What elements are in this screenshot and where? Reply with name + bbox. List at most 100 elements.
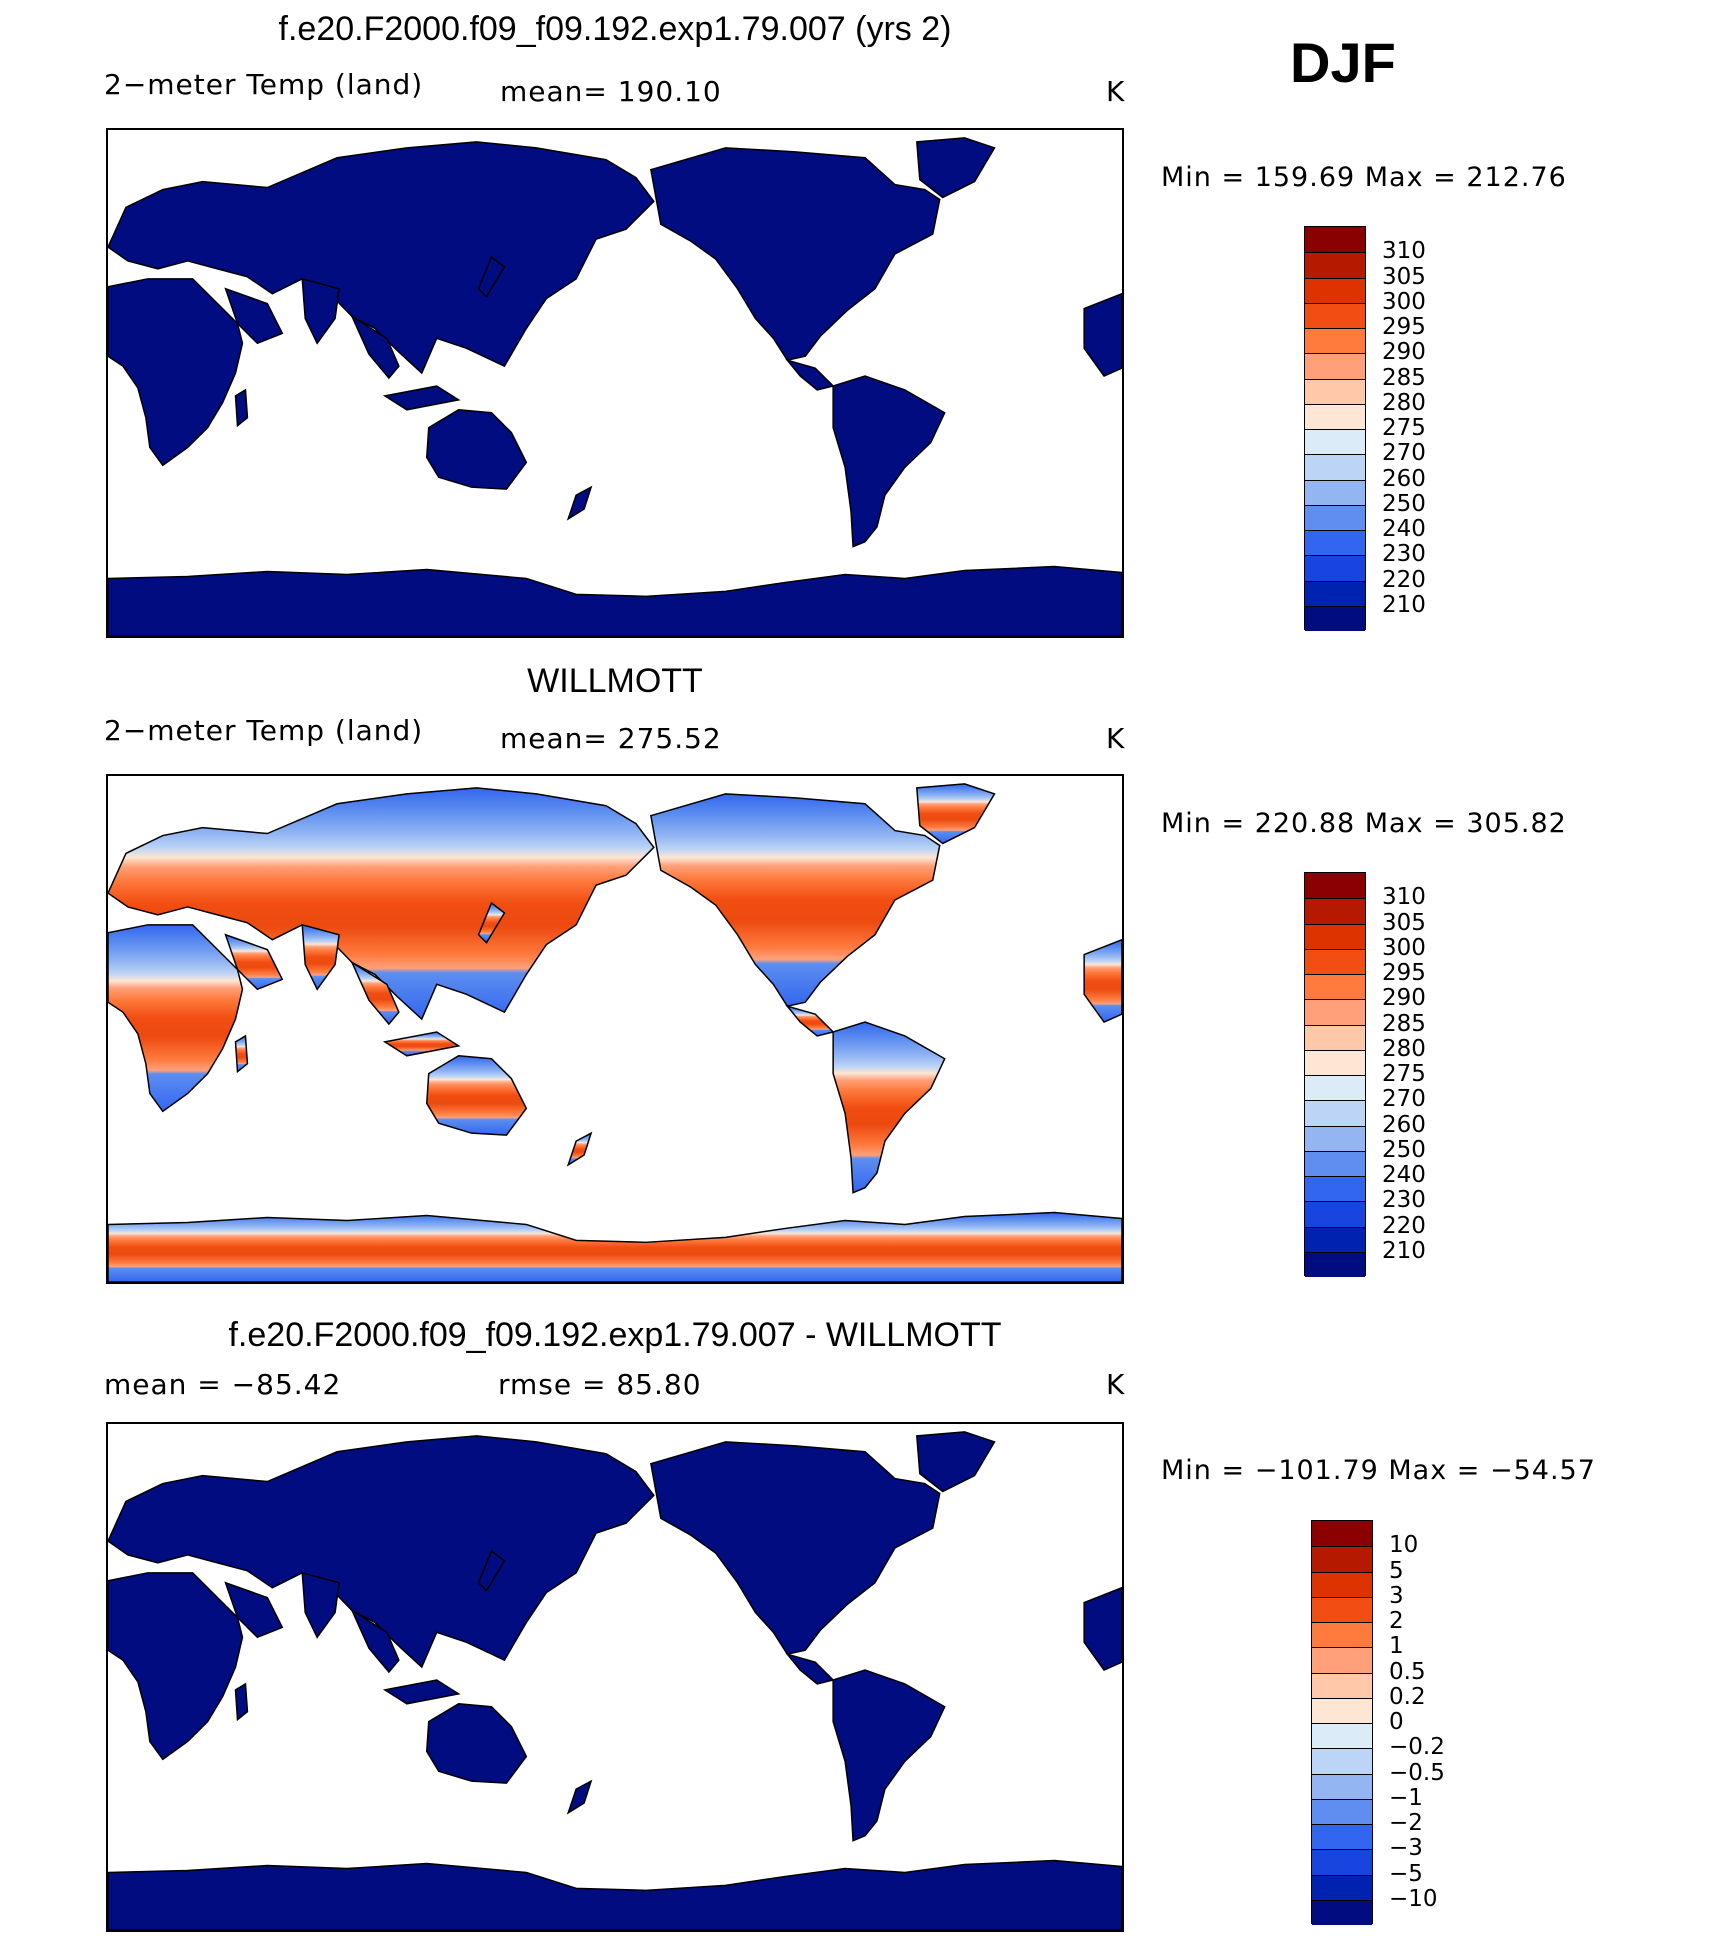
colorbar-segment: [1312, 1849, 1372, 1875]
colorbar-segment: [1305, 898, 1365, 924]
colorbar-box: [1311, 1520, 1373, 1925]
colorbar-label: 0.5: [1389, 1658, 1426, 1685]
colorbar-box: [1304, 872, 1366, 1277]
colorbar-label: −3: [1389, 1835, 1423, 1862]
colorbar-label: 275: [1382, 1061, 1426, 1087]
landmass-central-america: [785, 358, 835, 391]
panel-1-map: [106, 128, 1124, 638]
colorbar-segment: [1312, 1521, 1372, 1547]
landmass-africa: [108, 278, 244, 467]
landmass-greenland: [916, 783, 996, 845]
colorbar-segment: [1305, 948, 1365, 974]
colorbar-segment: [1312, 1697, 1372, 1723]
colorbar-segment: [1305, 302, 1365, 328]
colorbar-label: 310: [1382, 884, 1426, 911]
panel-2-map-svg: [108, 783, 1122, 1282]
colorbar-label: 310: [1382, 238, 1426, 265]
colorbar-segment: [1305, 429, 1365, 455]
landmass-europe-asia: [108, 1435, 655, 1669]
colorbar-segment: [1312, 1596, 1372, 1622]
landmass-se-asia: [350, 1608, 400, 1674]
colorbar-segment: [1312, 1546, 1372, 1572]
colorbar-label: 280: [1382, 1035, 1426, 1062]
colorbar-segment: [1305, 999, 1365, 1025]
panel-3-minmax: Min = −101.79 Max = −54.57: [1161, 1455, 1596, 1486]
landmass-india: [301, 923, 340, 991]
panel-1-mean-label: mean= 190.10: [500, 75, 722, 108]
colorbar-label: 240: [1382, 1162, 1426, 1188]
landmass-australia: [425, 1055, 528, 1136]
season-label: DJF: [1290, 31, 1396, 94]
colorbar-label: 290: [1382, 985, 1426, 1012]
colorbar-label: 260: [1382, 465, 1426, 492]
colorbar-segment: [1312, 1874, 1372, 1900]
colorbar-segment: [1305, 403, 1365, 429]
colorbar-segment: [1305, 1125, 1365, 1151]
landmass-madagascar: [234, 1682, 249, 1722]
panel-1-title: f.e20.F2000.f09_f09.192.exp1.79.007 (yrs…: [278, 10, 952, 48]
panel-2-mean-label: mean= 275.52: [500, 722, 722, 755]
colorbar-label: 220: [1382, 1212, 1426, 1239]
landmass-north-america: [650, 147, 941, 362]
landmass-se-asia: [350, 314, 400, 380]
landmass-japan: [477, 901, 506, 944]
panel-3-rmse-label: rmse = 85.80: [498, 1368, 702, 1401]
panel-3-map: [106, 1422, 1124, 1932]
landmass-central-america: [785, 1652, 835, 1685]
colorbar-segment: [1305, 353, 1365, 379]
colorbar-label: 270: [1382, 1086, 1426, 1113]
colorbar-segment: [1305, 605, 1365, 631]
landmass-europe-asia: [108, 141, 655, 375]
panel-2-units: K: [1106, 722, 1126, 755]
colorbar-segment: [1312, 1672, 1372, 1698]
colorbar-label: 260: [1382, 1111, 1426, 1138]
colorbar-label: 3: [1389, 1582, 1404, 1609]
landmass-new-zealand: [566, 485, 593, 521]
colorbar-label: 10: [1389, 1532, 1419, 1559]
colorbar-label: 300: [1382, 288, 1426, 315]
landmass-se-asia: [350, 960, 400, 1026]
panel-3-map-svg: [108, 1431, 1122, 1930]
colorbar-segment: [1305, 1150, 1365, 1176]
colorbar-segment: [1305, 873, 1365, 899]
landmass-australia: [425, 1703, 528, 1784]
colorbar-label: −5: [1389, 1860, 1423, 1887]
landmass-india: [301, 1571, 340, 1639]
landmass-arabia: [224, 1581, 284, 1639]
colorbar-segment: [1312, 1824, 1372, 1850]
colorbar-segment: [1305, 1176, 1365, 1202]
colorbar-label: 220: [1382, 566, 1426, 593]
landmass-europe-asia: [108, 787, 655, 1021]
landmass-arabia: [224, 287, 284, 345]
colorbar-segment: [1305, 1251, 1365, 1277]
panel-2-colorbar: 310 305 300 295 290 285 280 275 270 260 250 240 230 2…: [1304, 872, 1426, 1277]
landmass-africa: [108, 924, 244, 1113]
landmass-south-america: [832, 1669, 946, 1842]
colorbar-segment: [1305, 277, 1365, 303]
landmass-antarctica: [108, 1859, 1122, 1930]
panel-2-title: WILLMOTT: [527, 662, 703, 700]
colorbar-label: −2: [1389, 1810, 1423, 1836]
landmass-madagascar: [234, 1034, 249, 1074]
colorbar-label: 210: [1382, 591, 1426, 618]
landmass-australia: [425, 409, 528, 490]
colorbar-segment: [1312, 1622, 1372, 1648]
colorbar-segment: [1312, 1723, 1372, 1749]
landmass-japan: [477, 1549, 506, 1592]
colorbar-label: 5: [1389, 1557, 1404, 1584]
colorbar-segment: [1305, 1075, 1365, 1101]
colorbar-segment: [1305, 1049, 1365, 1075]
colorbar-label: 275: [1382, 415, 1426, 441]
panel-2-variable-label: 2−meter Temp (land): [104, 714, 424, 747]
colorbar-segment: [1312, 1748, 1372, 1774]
colorbar-label: 270: [1382, 440, 1426, 467]
landmass-japan: [477, 255, 506, 298]
colorbar-label: 305: [1382, 263, 1426, 290]
colorbar-segment: [1312, 1798, 1372, 1824]
panel-1-colorbar: 310 305 300 295 290 285 280 275 270 260 250 240 230 2…: [1304, 226, 1426, 631]
landmass-india: [301, 277, 340, 345]
colorbar-label: 0: [1389, 1709, 1404, 1735]
landmass-antarctica: [108, 1211, 1122, 1282]
panel-2-map: [106, 774, 1124, 1284]
panel-3-units: K: [1106, 1368, 1126, 1401]
